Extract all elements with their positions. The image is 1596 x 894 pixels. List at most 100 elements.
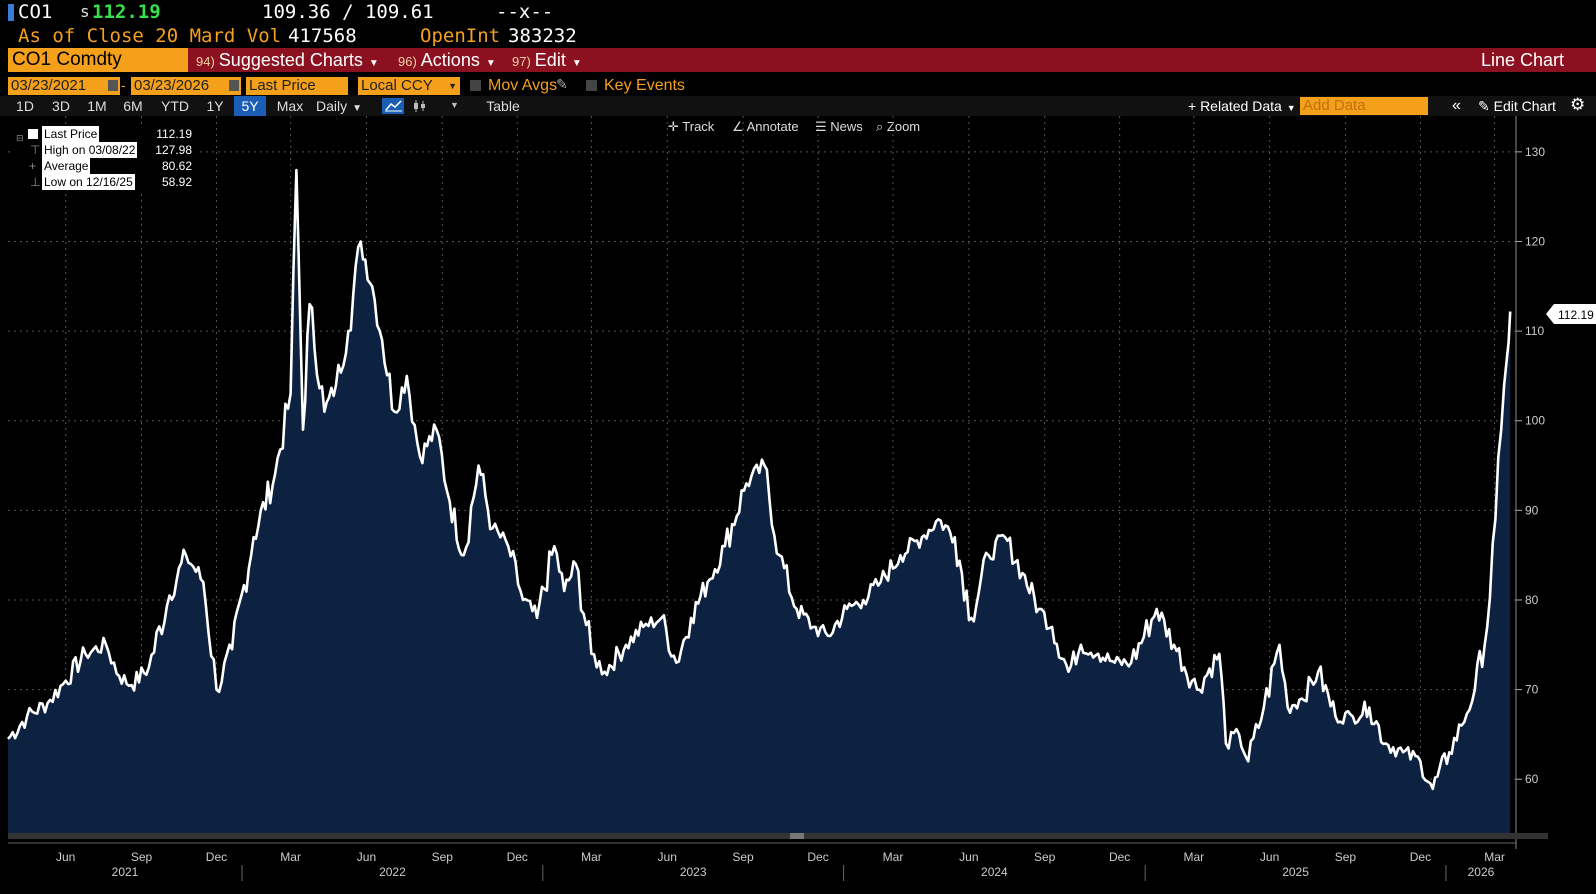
y-tick-label: 100 xyxy=(1525,414,1545,428)
legend-average[interactable]: + Average 80.62 xyxy=(14,158,198,174)
period-5y[interactable]: 5Y xyxy=(234,96,266,116)
x-month-label: Jun xyxy=(1260,850,1279,864)
legend-low[interactable]: ⊥ Low on 12/16/25 58.92 xyxy=(14,174,198,190)
frequency-selector[interactable]: Daily ▼ xyxy=(316,98,363,114)
legend-average-value: 80.62 xyxy=(161,159,192,173)
bid-ask: 109.36 / 109.61 xyxy=(262,1,434,23)
open-interest-label: OpenInt xyxy=(420,25,501,47)
news-tool[interactable]: ☰ News xyxy=(815,119,863,134)
x-year-label: 2021 xyxy=(112,865,139,879)
actions-menu[interactable]: 96) Actions ▼ xyxy=(398,50,496,70)
x-month-label: Mar xyxy=(280,850,301,864)
ticker[interactable]: CO1 xyxy=(18,1,53,23)
related-data-button[interactable]: + Related Data ▼ xyxy=(1188,98,1296,114)
average-marker-icon: + xyxy=(29,159,37,173)
date-range-separator: - xyxy=(121,77,126,93)
legend-last-label: Last Price xyxy=(42,126,100,142)
x-year-label: 2022 xyxy=(379,865,406,879)
last-price-tag-shape xyxy=(1546,304,1596,324)
pencil-icon: ✎ xyxy=(1478,98,1494,114)
x-year-label: 2023 xyxy=(680,865,707,879)
tree-collapse-icon[interactable]: ⊟ xyxy=(16,133,24,143)
legend-low-label: Low on 12/16/25 xyxy=(42,174,135,190)
legend-last-price[interactable]: ⊟ Last Price 112.19 xyxy=(14,126,198,143)
currency-symbol: s xyxy=(80,2,90,21)
caret-down-icon: ▼ xyxy=(571,58,582,69)
scrollbar[interactable] xyxy=(8,833,1548,839)
last-price-axis-label: 112.19 xyxy=(1558,308,1594,322)
scrollbar-track xyxy=(8,833,1548,839)
ticker-marker xyxy=(8,4,14,21)
mov-avgs-label[interactable]: Mov Avgs xyxy=(488,77,558,94)
period-max[interactable]: Max xyxy=(276,98,304,114)
mov-avgs-checkbox[interactable] xyxy=(470,80,481,91)
chart-legend: ⊟ Last Price 112.19 ⊤ High on 03/08/22 1… xyxy=(14,126,198,192)
pen-icon: ∠ xyxy=(732,119,747,134)
field-selector[interactable]: Last Price xyxy=(246,77,348,95)
y-tick-label: 90 xyxy=(1525,503,1539,517)
y-tick-label: 120 xyxy=(1525,234,1545,248)
legend-low-value: 58.92 xyxy=(161,175,192,189)
news-icon: ☰ xyxy=(815,119,831,134)
track-tool[interactable]: ✛ Track xyxy=(668,119,715,134)
table-button[interactable]: Table xyxy=(486,98,520,114)
volume-value: 417568 xyxy=(288,25,357,47)
x-month-label: Sep xyxy=(432,850,454,864)
x-month-label: Dec xyxy=(507,850,528,864)
net-change: --x-- xyxy=(496,1,554,23)
key-events-label[interactable]: Key Events xyxy=(604,77,685,94)
x-month-label: Dec xyxy=(206,850,227,864)
x-month-label: Jun xyxy=(357,850,376,864)
line-chart-icon[interactable] xyxy=(382,98,404,114)
period-ytd[interactable]: YTD xyxy=(161,98,189,114)
price-chart[interactable]: 60 70 80 90 100 110 120 130 Jun Sep Dec Mar Jun Sep D… xyxy=(0,116,1596,894)
period-1m[interactable]: 1M xyxy=(87,98,107,114)
y-tick-label: 80 xyxy=(1525,593,1539,607)
legend-last-value: 112.19 xyxy=(156,127,192,141)
period-1d[interactable]: 1D xyxy=(16,98,34,114)
key-events-checkbox[interactable] xyxy=(586,80,597,91)
x-month-label: Jun xyxy=(56,850,75,864)
legend-high-label: High on 03/08/22 xyxy=(42,142,138,158)
period-1y[interactable]: 1Y xyxy=(206,98,224,114)
suggested-charts-menu[interactable]: 94) Suggested Charts ▼ xyxy=(196,50,379,70)
calendar-icon[interactable] xyxy=(229,80,239,91)
x-year-label: 2024 xyxy=(981,865,1008,879)
price-line[interactable] xyxy=(7,168,1512,791)
period-6m[interactable]: 6M xyxy=(123,98,143,114)
security-field[interactable]: CO1 Comdty xyxy=(8,48,188,72)
y-tick-label: 110 xyxy=(1525,324,1544,338)
x-month-label: Sep xyxy=(1335,850,1357,864)
x-month-label: Mar xyxy=(883,850,904,864)
zoom-tool[interactable]: ⌕ Zoom xyxy=(876,119,921,134)
currency-selector[interactable]: Local CCY ▼ xyxy=(358,77,460,95)
legend-high[interactable]: ⊤ High on 03/08/22 127.98 xyxy=(14,142,198,158)
edit-menu[interactable]: 97) Edit ▼ xyxy=(512,50,582,70)
candlestick-icon[interactable] xyxy=(410,98,430,114)
price-area-fill xyxy=(8,170,1511,833)
add-data-input[interactable]: Add Data xyxy=(1300,97,1428,115)
x-month-label: Jun xyxy=(658,850,677,864)
calendar-icon[interactable] xyxy=(108,80,118,91)
annotate-tool[interactable]: ∠ Annotate xyxy=(732,119,799,134)
chart-type-label[interactable]: Line Chart xyxy=(1480,50,1564,70)
caret-down-icon: ▼ xyxy=(448,81,457,91)
collapse-icon[interactable]: « xyxy=(1452,97,1461,114)
period-3d[interactable]: 3D xyxy=(52,98,70,114)
x-month-label: Jun xyxy=(959,850,978,864)
low-marker-icon: ⊥ xyxy=(30,175,41,189)
start-date-field[interactable]: 03/23/2021 xyxy=(8,77,120,95)
y-tick-label: 130 xyxy=(1525,145,1545,159)
edit-chart-button[interactable]: ✎ Edit Chart xyxy=(1478,98,1556,114)
x-month-label: Mar xyxy=(1484,850,1505,864)
x-month-label: Mar xyxy=(581,850,602,864)
y-tick-label: 70 xyxy=(1525,683,1539,697)
legend-high-value: 127.98 xyxy=(155,143,192,157)
series-color-swatch xyxy=(28,129,38,139)
y-tick-label: 60 xyxy=(1525,772,1539,786)
open-interest-value: 383232 xyxy=(508,25,577,47)
gear-icon[interactable]: ⚙ xyxy=(1570,95,1586,114)
pencil-icon[interactable]: ✎ xyxy=(556,76,568,92)
end-date-field[interactable]: 03/23/2026 xyxy=(131,77,241,95)
chart-style-caret-icon[interactable]: ▼ xyxy=(450,100,459,110)
